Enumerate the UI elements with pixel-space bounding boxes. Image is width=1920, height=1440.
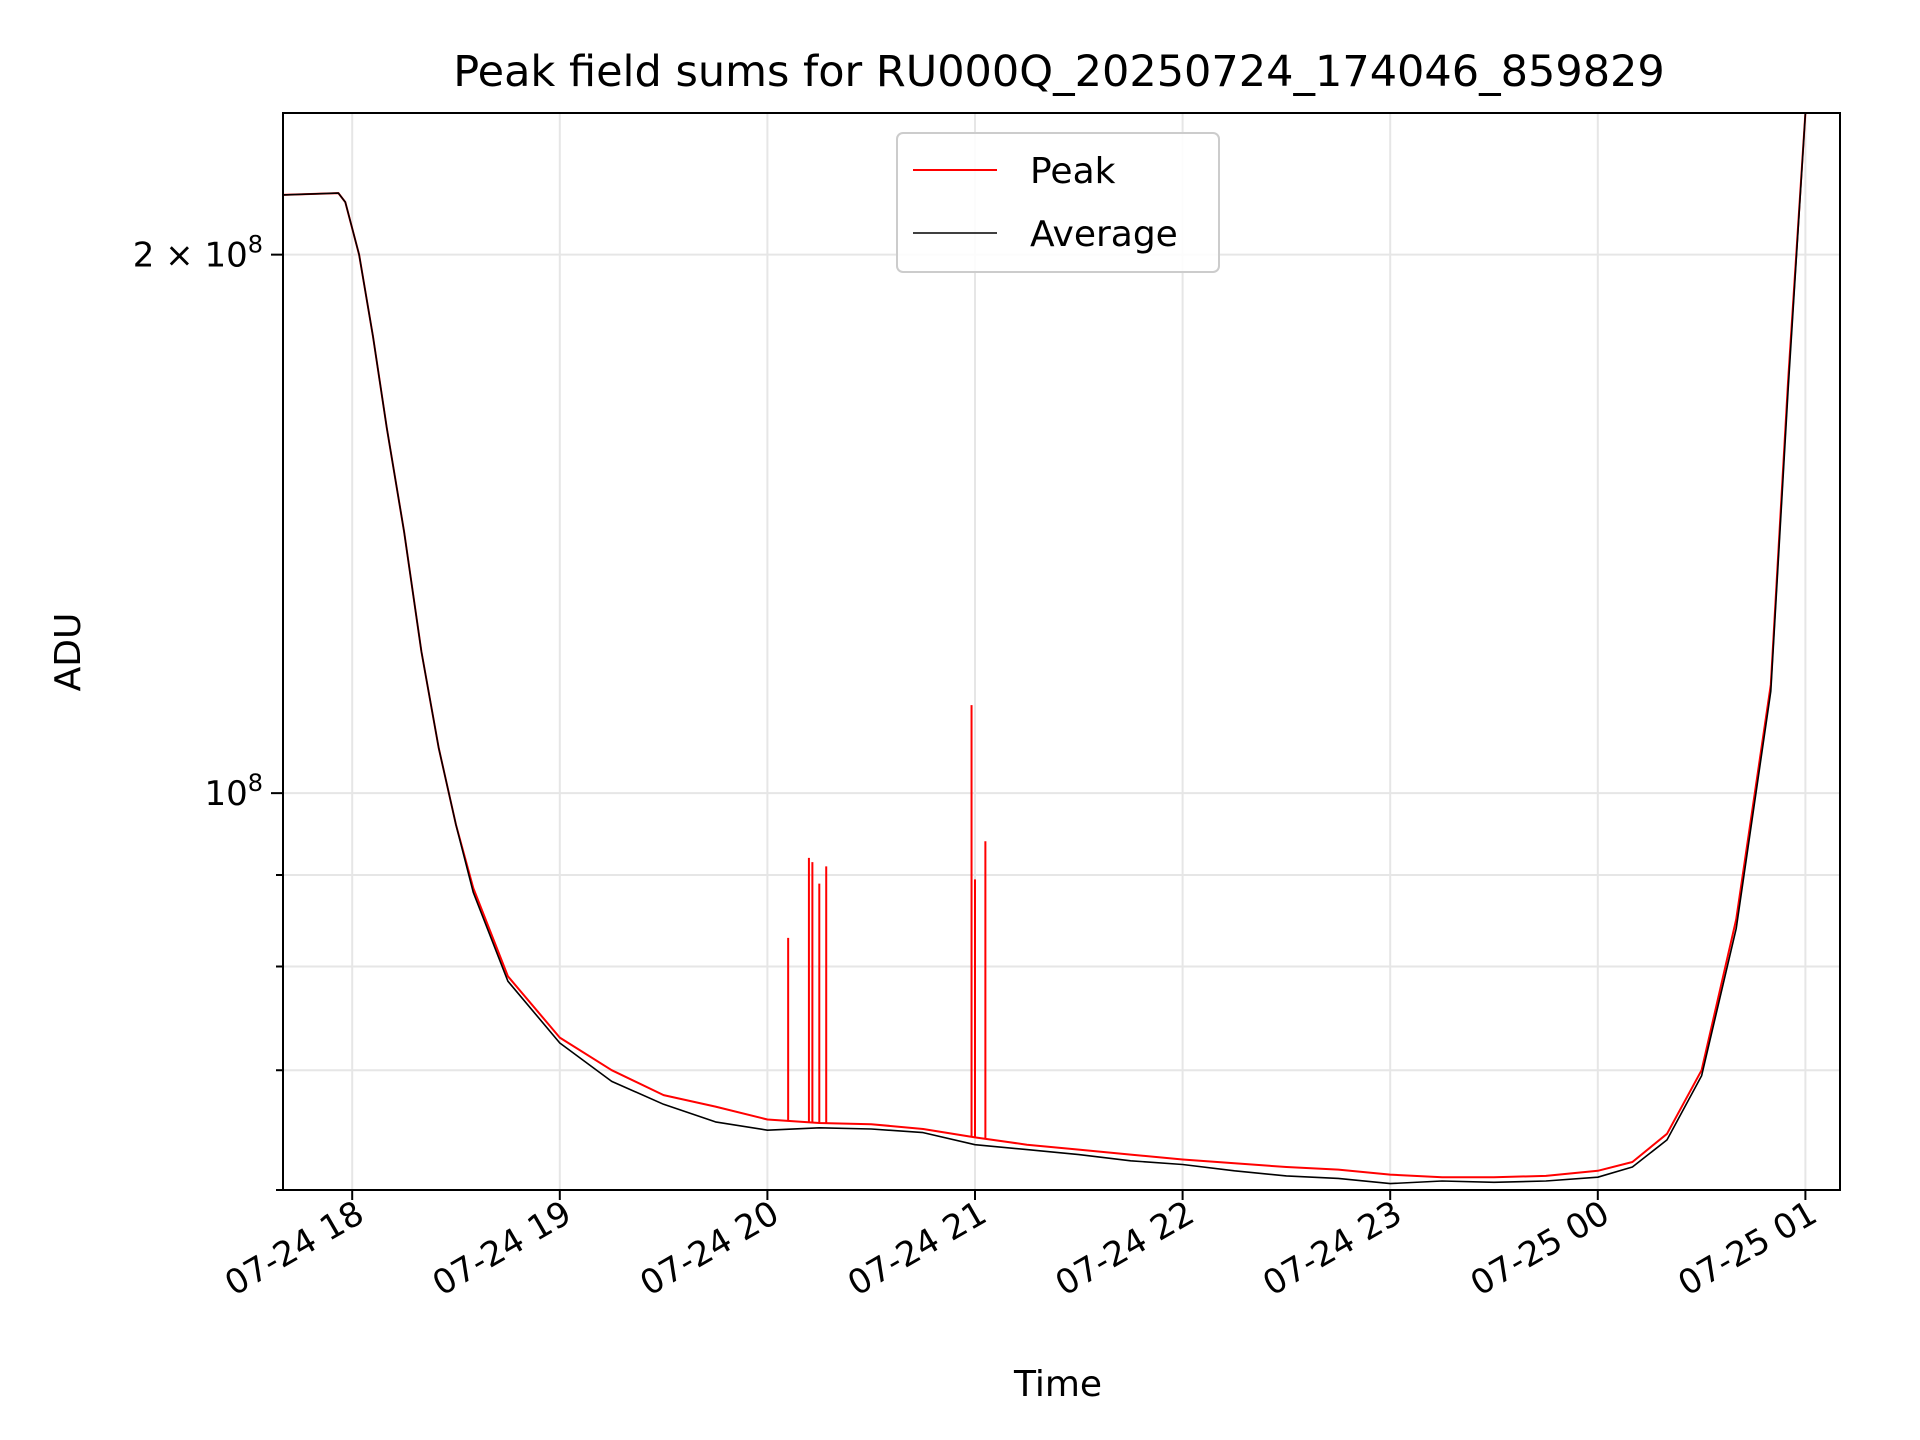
series-line-average — [282, 112, 1807, 1185]
x-axis-title: Time — [1013, 1364, 1102, 1405]
legend: Peak Average — [896, 132, 1220, 273]
chart-title: Peak field sums for RU000Q_20250724_1740… — [453, 47, 1665, 97]
plot-area-frame — [282, 112, 1841, 1191]
y-tick-label: 108 — [204, 769, 263, 814]
legend-box — [896, 132, 1220, 273]
plot-series — [282, 112, 1807, 1185]
legend-label-peak: Peak — [1030, 151, 1116, 192]
legend-label-average: Average — [1030, 214, 1178, 255]
y-axis-title: ADU — [48, 613, 89, 692]
y-tick-label: 2 × 108 — [133, 231, 263, 276]
